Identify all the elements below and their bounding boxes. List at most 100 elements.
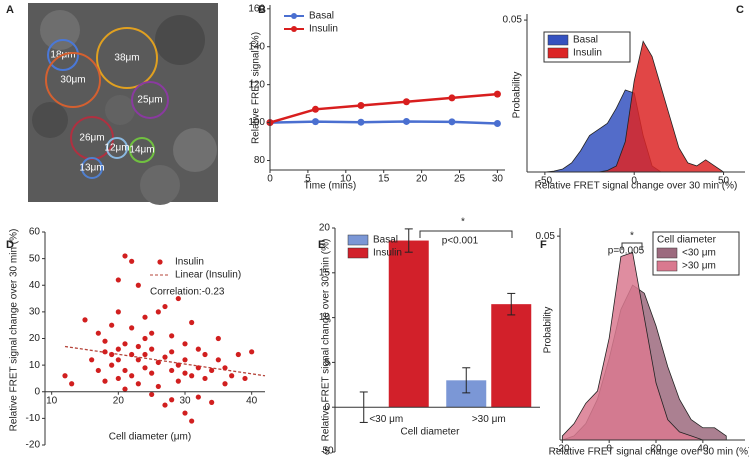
panel-label: E xyxy=(318,239,325,251)
point xyxy=(222,365,228,371)
y-axis-title: Relative FRET signal (%) xyxy=(251,32,262,144)
y-tick-label: 20 xyxy=(319,223,331,234)
point xyxy=(142,335,148,342)
legend-swatch xyxy=(656,247,678,259)
point xyxy=(175,362,181,368)
point xyxy=(235,351,241,358)
point xyxy=(169,397,175,403)
y-tick-label: 0.05 xyxy=(503,15,523,26)
point xyxy=(169,367,175,374)
panel-label: B xyxy=(258,4,266,16)
significance-bracket xyxy=(621,242,643,250)
cell xyxy=(32,102,68,138)
point xyxy=(102,378,108,384)
y-tick-label: 5 xyxy=(324,357,330,368)
point xyxy=(115,346,121,352)
error-bar xyxy=(462,367,471,394)
point xyxy=(142,351,148,358)
x-axis-title: Cell diameter (μm) xyxy=(109,432,191,443)
point xyxy=(402,117,410,125)
cell-label: 14μm xyxy=(129,145,154,156)
cell xyxy=(105,95,135,125)
point xyxy=(169,333,175,339)
x-tick-label: 40 xyxy=(246,395,258,406)
cell-outline xyxy=(106,137,128,159)
legend-swatch xyxy=(157,259,163,265)
point xyxy=(215,335,221,342)
x-tick-label: 30 xyxy=(179,395,191,406)
cell-label: 13μm xyxy=(79,163,104,174)
x-axis-title: Time (mins) xyxy=(304,181,356,192)
y-tick-label: 30 xyxy=(29,307,41,318)
point xyxy=(357,118,365,126)
y-axis-title: Probability xyxy=(512,72,523,119)
point xyxy=(215,357,221,363)
legend-label: >30 μm xyxy=(682,261,716,272)
point xyxy=(229,373,235,379)
annotation: p=0.005 xyxy=(608,246,645,257)
annotation: * xyxy=(630,231,634,242)
cell-outline xyxy=(131,81,169,119)
x-tick-label: >30 μm xyxy=(472,414,506,425)
point xyxy=(122,341,128,347)
point xyxy=(249,349,255,355)
y-axis-title: Relative FRET signal change over 30 min … xyxy=(321,239,332,442)
x-axis-title: Cell diameter xyxy=(401,427,461,438)
point xyxy=(82,317,88,323)
y-tick-label: 0 xyxy=(324,402,330,413)
point xyxy=(169,349,175,355)
cell-outline xyxy=(96,27,158,89)
y-tick-label: 10 xyxy=(29,360,41,371)
panel-label: D xyxy=(6,239,14,251)
point xyxy=(115,357,121,363)
legend-swatch xyxy=(547,47,569,59)
density-area xyxy=(561,251,727,441)
legend-label: <30 μm xyxy=(682,248,716,259)
legend-swatch xyxy=(291,13,297,19)
cell-outline xyxy=(81,157,103,179)
x-tick-label: 20 xyxy=(650,444,662,455)
point xyxy=(69,381,75,387)
y-tick-label: 0.05 xyxy=(536,231,556,242)
x-tick-label: 10 xyxy=(46,395,58,406)
point xyxy=(135,357,141,363)
point xyxy=(102,338,108,344)
annotation: Correlation:-0.23 xyxy=(150,287,225,298)
x-tick-label: 0 xyxy=(606,444,612,455)
y-tick-label: 160 xyxy=(248,3,265,14)
legend-label: Basal xyxy=(573,35,598,46)
bar xyxy=(388,240,429,408)
point xyxy=(189,418,195,424)
point xyxy=(155,309,161,315)
point xyxy=(162,354,168,360)
legend-swatch xyxy=(656,260,678,272)
point xyxy=(109,362,115,368)
point xyxy=(448,94,456,102)
error-bar xyxy=(507,292,516,316)
cell xyxy=(140,165,180,205)
x-tick-label: 40 xyxy=(697,444,709,455)
cell xyxy=(173,128,217,172)
point xyxy=(129,351,135,358)
legend-swatch xyxy=(291,26,297,32)
point xyxy=(182,341,188,347)
point xyxy=(149,370,155,376)
x-tick-label: 0 xyxy=(631,176,637,187)
point xyxy=(115,375,121,382)
bar xyxy=(491,304,532,408)
point xyxy=(175,295,181,302)
x-axis-title: Relative FRET signal change over 30 min … xyxy=(549,447,749,458)
panel-label: F xyxy=(540,239,547,251)
legend-label: Insulin xyxy=(373,248,402,259)
cell-outline xyxy=(129,137,155,163)
point xyxy=(493,120,501,128)
point xyxy=(202,351,208,358)
x-tick-label: <30 μm xyxy=(369,414,403,425)
annotation: p<0.001 xyxy=(442,236,479,247)
point xyxy=(149,346,155,352)
legend-label: Insulin xyxy=(573,48,602,59)
x-axis-title: Relative FRET signal change over 30 min … xyxy=(535,181,738,192)
x-tick-label: 50 xyxy=(718,176,730,187)
y-tick-label: 120 xyxy=(248,79,265,90)
